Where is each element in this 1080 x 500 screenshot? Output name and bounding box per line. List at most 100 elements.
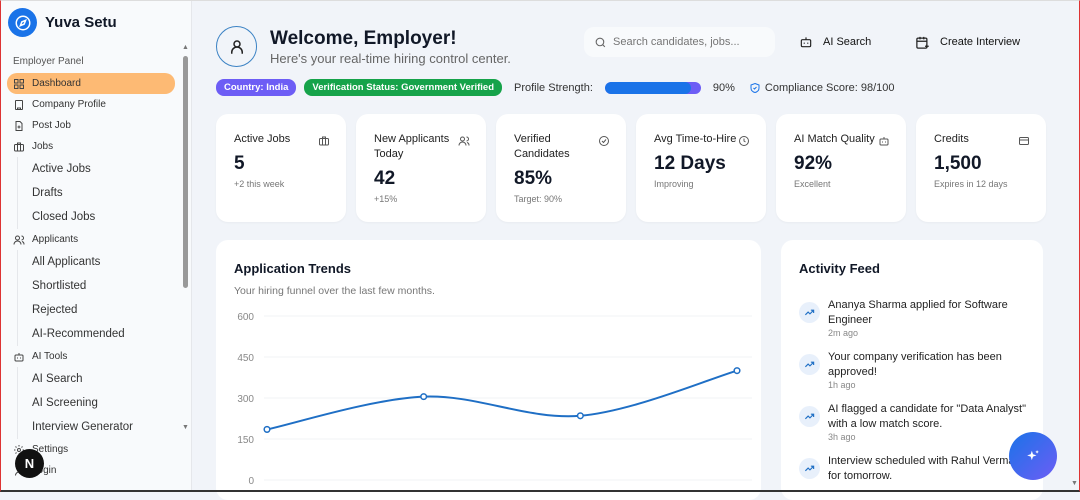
clock-icon [739, 136, 749, 146]
bot-icon [14, 352, 24, 361]
dev-badge[interactable]: N [15, 449, 44, 478]
sidebar-item-ai-tools[interactable]: AI Tools [7, 346, 175, 367]
sidebar-subitem-all-applicants[interactable]: All Applicants [32, 256, 101, 268]
verification-badge: Verification Status: Government Verified [304, 79, 502, 96]
data-point[interactable] [733, 367, 741, 375]
building-icon [15, 99, 23, 110]
ai-assistant-button[interactable] [1009, 432, 1057, 480]
trending-up-icon [799, 302, 820, 323]
sidebar-item-label: Settings [32, 444, 69, 455]
briefcase-icon [14, 142, 24, 151]
feed-text: AI flagged a candidate for "Data Analyst… [828, 403, 1026, 430]
sidebar-item-jobs[interactable]: Jobs [7, 136, 175, 157]
scrollbar-thumb[interactable] [183, 56, 188, 288]
feed-item[interactable]: AI flagged a candidate for "Data Analyst… [799, 402, 1029, 442]
sidebar-item-label: AI Tools [32, 351, 68, 362]
feed-time: 2m ago [828, 328, 859, 338]
sidebar-scrollbar[interactable]: ▲ ▼ [182, 44, 189, 434]
sidebar-item-applicants[interactable]: Applicants [7, 229, 175, 250]
briefcase-icon [319, 136, 329, 146]
data-point[interactable] [420, 393, 428, 401]
series-line [266, 369, 738, 431]
stat-card: New Applicants Today 42 +15% [356, 114, 486, 222]
card-value: 1,500 [934, 153, 982, 174]
sidebar-submenu: Active Jobs Drafts Closed Jobs [17, 157, 175, 229]
sidebar-subitem-shortlisted[interactable]: Shortlisted [32, 280, 87, 292]
ai-search-button[interactable]: AI Search [799, 30, 871, 54]
users-icon [13, 235, 25, 245]
status-row: Country: India Verification Status: Gove… [216, 79, 895, 96]
brand-name: Yuva Setu [45, 14, 117, 31]
scroll-down-icon[interactable]: ▼ [1071, 480, 1078, 487]
bot-icon [800, 37, 812, 48]
bot-icon [879, 137, 889, 146]
scroll-down-icon[interactable]: ▼ [182, 424, 189, 431]
credit-card-icon [1019, 137, 1029, 145]
sidebar-subitem-rejected[interactable]: Rejected [32, 304, 78, 316]
search-input[interactable] [613, 36, 763, 48]
sidebar-item-post-job[interactable]: Post Job [7, 115, 175, 136]
sidebar-subitem-drafts[interactable]: Drafts [32, 187, 63, 199]
sidebar-submenu: All Applicants Shortlisted Rejected AI-Reco… [17, 250, 175, 346]
card-value: 42 [374, 168, 396, 189]
page-title: Welcome, Employer! [270, 28, 457, 49]
main: Welcome, Employer! Here's your real-time… [193, 0, 1080, 500]
trends-chart: 0 150 300 450 600 [237, 312, 752, 487]
card-label: AI Match Quality [794, 133, 875, 145]
create-interview-button[interactable]: Create Interview [915, 30, 1020, 54]
search-box[interactable] [584, 27, 775, 57]
card-note: +2 this week [234, 179, 285, 189]
page-scrollbar[interactable]: ▼ [1070, 0, 1080, 492]
data-point[interactable] [576, 412, 584, 420]
sidebar-subitem-interview-generator[interactable]: Interview Generator [32, 421, 133, 433]
trends-title: Application Trends [234, 261, 352, 276]
sidebar-subitem-active-jobs[interactable]: Active Jobs [32, 163, 91, 175]
card-value: 92% [794, 153, 833, 174]
feed-item[interactable]: Ananya Sharma applied for Software Engin… [799, 298, 1029, 338]
sparkles-icon [1027, 450, 1039, 461]
sidebar-subitem-ai-search[interactable]: AI Search [32, 373, 83, 385]
brand[interactable]: Yuva Setu [8, 8, 117, 37]
sidebar-item-label: Login [32, 465, 57, 476]
feed-item[interactable]: Interview scheduled with Rahul Verma for… [799, 454, 1029, 484]
y-tick-label: 0 [248, 476, 254, 487]
card-label: Verified Candidates [514, 133, 570, 160]
stat-card: Active Jobs 5 +2 this week [216, 114, 346, 222]
sidebar-item-label: Dashboard [32, 78, 81, 89]
create-interview-label: Create Interview [940, 36, 1021, 48]
trending-up-icon [799, 458, 820, 479]
sidebar-subitem-closed-jobs[interactable]: Closed Jobs [32, 211, 96, 223]
country-badge: Country: India [216, 79, 297, 96]
page-subtitle: Here's your real-time hiring control cen… [270, 51, 511, 66]
data-point[interactable] [263, 425, 271, 433]
activity-feed: Ananya Sharma applied for Software Engin… [799, 298, 1029, 496]
card-note: +15% [374, 194, 398, 204]
card-note: Excellent [794, 179, 831, 189]
feed-item[interactable]: Your company verification has been appro… [799, 350, 1029, 390]
sidebar-nav: Dashboard Company Profile Post Job Jobs Acti… [7, 73, 175, 481]
stat-card: AI Match Quality 92% Excellent [776, 114, 906, 222]
stat-card: Verified Candidates 85% Target: 90% [496, 114, 626, 222]
feed-time: 3h ago [828, 432, 856, 442]
stat-card: Credits 1,500 Expires in 12 days [916, 114, 1046, 222]
search-icon [595, 37, 606, 47]
sidebar-subitem-ai-screening[interactable]: AI Screening [32, 397, 98, 409]
card-label: Avg Time-to-Hire [654, 133, 737, 145]
stat-card: Avg Time-to-Hire 12 Days Improving [636, 114, 766, 222]
feed-text: Ananya Sharma applied for Software Engin… [828, 299, 1008, 326]
shield-check-icon [750, 82, 760, 93]
profile-strength-bar [604, 81, 701, 94]
sidebar-item-company-profile[interactable]: Company Profile [7, 94, 175, 115]
file-plus-icon [15, 120, 23, 131]
ai-search-label: AI Search [823, 36, 872, 48]
feed-text: Interview scheduled with Rahul Verma for… [828, 455, 1015, 482]
check-circle-icon [599, 136, 609, 146]
trending-up-icon [799, 406, 820, 427]
sidebar-subitem-ai-recommended[interactable]: AI-Recommended [32, 328, 125, 340]
y-tick-label: 600 [237, 312, 254, 323]
scroll-up-icon[interactable]: ▲ [182, 44, 189, 51]
sidebar-item-label: Jobs [32, 141, 54, 152]
sidebar-item-dashboard[interactable]: Dashboard [7, 73, 175, 94]
stat-cards: Active Jobs 5 +2 this week New Applicants T… [216, 114, 1046, 222]
card-note: Target: 90% [514, 194, 563, 204]
